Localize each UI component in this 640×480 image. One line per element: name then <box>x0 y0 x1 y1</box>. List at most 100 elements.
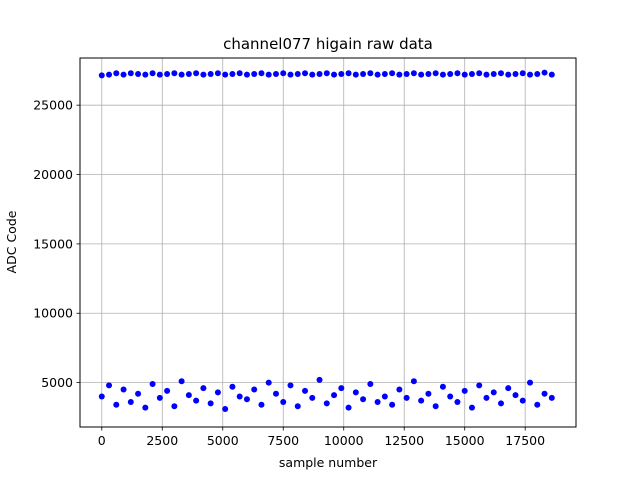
grid-lines <box>80 58 576 427</box>
data-point <box>193 70 200 77</box>
data-point <box>171 70 178 77</box>
data-point <box>512 392 519 399</box>
data-point <box>360 396 367 403</box>
x-axis-title: sample number <box>279 455 378 470</box>
data-point <box>461 71 468 78</box>
data-point <box>185 392 192 399</box>
data-point <box>468 70 475 77</box>
data-point <box>425 390 432 397</box>
data-point <box>287 382 294 389</box>
data-point <box>243 71 250 78</box>
y-tick-label: 15000 <box>33 236 73 251</box>
x-tick-label: 10000 <box>324 433 364 448</box>
data-point <box>541 69 548 76</box>
data-point <box>214 389 221 396</box>
y-tick-label: 5000 <box>41 375 73 390</box>
data-point <box>156 71 163 78</box>
data-point <box>294 403 301 410</box>
data-point <box>251 386 258 393</box>
data-point <box>396 71 403 78</box>
data-point <box>338 70 345 77</box>
x-tick-label: 17500 <box>505 433 545 448</box>
data-point <box>120 71 127 78</box>
data-point <box>135 70 142 77</box>
data-point <box>476 382 483 389</box>
data-point <box>106 382 113 389</box>
data-point <box>345 70 352 77</box>
data-point <box>439 383 446 390</box>
data-point <box>468 404 475 411</box>
data-point <box>236 393 243 400</box>
data-point <box>193 397 200 404</box>
data-point <box>345 404 352 411</box>
data-point <box>265 379 272 386</box>
data-point <box>548 71 555 78</box>
data-point <box>512 70 519 77</box>
data-point <box>519 397 526 404</box>
data-point <box>229 70 236 77</box>
data-point <box>425 70 432 77</box>
data-point <box>323 400 330 407</box>
data-point <box>483 71 490 78</box>
data-point <box>309 394 316 401</box>
data-point <box>497 400 504 407</box>
data-point <box>548 394 555 401</box>
data-point <box>381 393 388 400</box>
data-point <box>149 70 156 77</box>
data-point <box>258 70 265 77</box>
data-point <box>447 70 454 77</box>
data-point <box>164 387 171 394</box>
data-point <box>454 70 461 77</box>
data-point <box>403 394 410 401</box>
chart-title: channel077 higain raw data <box>223 35 433 53</box>
data-point <box>113 70 120 77</box>
data-point <box>127 399 134 406</box>
data-point <box>142 71 149 78</box>
data-point <box>360 70 367 77</box>
data-point <box>200 385 207 392</box>
data-point <box>164 70 171 77</box>
data-point <box>294 70 301 77</box>
data-point <box>389 401 396 408</box>
data-point <box>302 387 309 394</box>
data-point <box>222 405 229 412</box>
data-point <box>106 71 113 78</box>
x-tick-label: 7500 <box>267 433 299 448</box>
data-point <box>251 70 258 77</box>
data-point <box>309 71 316 78</box>
data-points <box>98 69 555 412</box>
data-point <box>316 70 323 77</box>
data-point <box>135 390 142 397</box>
data-point <box>490 389 497 396</box>
data-point <box>534 70 541 77</box>
data-point <box>265 71 272 78</box>
y-tick-label: 20000 <box>33 167 73 182</box>
data-point <box>127 70 134 77</box>
data-point <box>396 386 403 393</box>
data-point <box>229 383 236 390</box>
data-point <box>505 385 512 392</box>
y-tick-label: 10000 <box>33 306 73 321</box>
data-point <box>280 399 287 406</box>
data-point <box>418 71 425 78</box>
x-axis-ticks: 0 2500 5000 7500 10000 12500 15000 17500 <box>98 427 545 448</box>
data-point <box>200 71 207 78</box>
data-point <box>142 404 149 411</box>
x-tick-label: 2500 <box>146 433 178 448</box>
data-point <box>280 70 287 77</box>
data-point <box>527 379 534 386</box>
x-tick-label: 15000 <box>445 433 485 448</box>
data-point <box>352 389 359 396</box>
data-point <box>389 70 396 77</box>
data-point <box>287 71 294 78</box>
data-point <box>222 71 229 78</box>
data-point <box>98 72 105 79</box>
data-point <box>410 378 417 385</box>
data-point <box>476 70 483 77</box>
data-point <box>410 70 417 77</box>
data-point <box>432 70 439 77</box>
data-point <box>381 70 388 77</box>
y-tick-label: 25000 <box>33 98 73 113</box>
data-point <box>447 393 454 400</box>
